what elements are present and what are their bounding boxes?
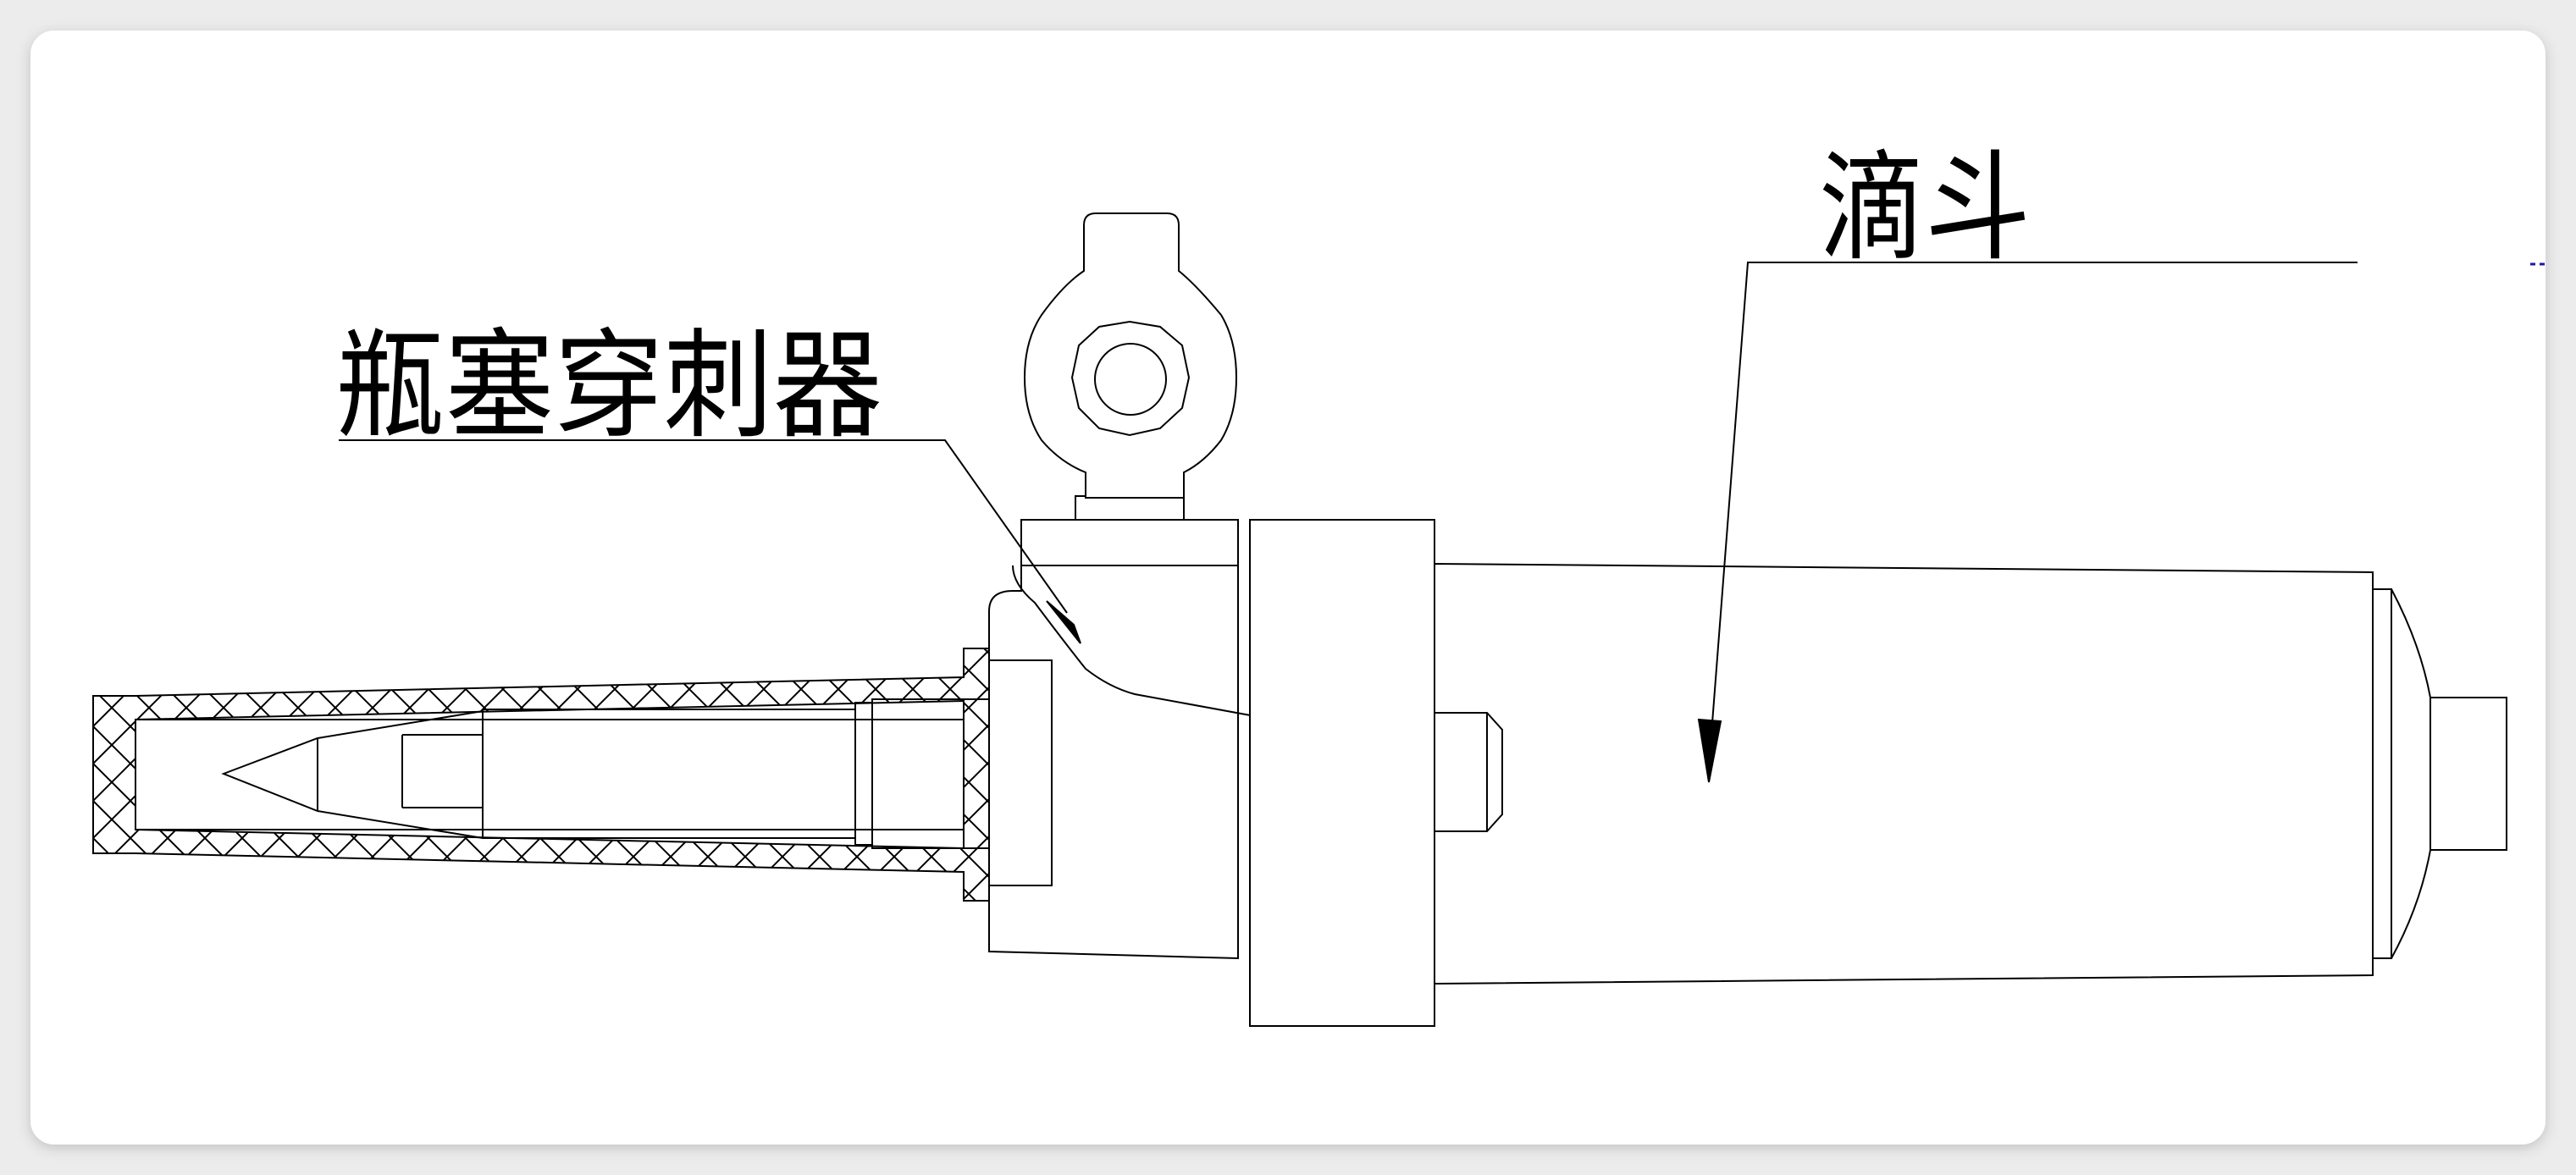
air-valve-ring-inner bbox=[1094, 343, 1167, 416]
drip-chamber-flange bbox=[1249, 519, 1435, 1027]
air-valve-neck bbox=[1075, 495, 1185, 521]
air-valve-cap bbox=[1023, 212, 1238, 499]
body-flange-plate bbox=[988, 659, 1053, 886]
drip-nozzle bbox=[1434, 712, 1503, 832]
air-valve-ring-outer bbox=[1070, 320, 1191, 437]
leader-drip-chamber bbox=[1710, 262, 2358, 746]
air-valve-base bbox=[1020, 519, 1239, 566]
central-body-curve bbox=[1012, 565, 1256, 717]
arrow-drip-chamber bbox=[1697, 718, 1722, 783]
spike-needle-shoulder bbox=[317, 734, 483, 811]
spike-inner-bore bbox=[135, 719, 965, 830]
label-drip-chamber: 滴斗 bbox=[1819, 140, 2031, 278]
drip-chamber-end-ring bbox=[2372, 588, 2392, 959]
label-stopper-piercer: 瓶塞穿刺器 bbox=[335, 317, 882, 455]
arrow-stopper-piercer bbox=[1046, 600, 1081, 644]
drip-chamber-body bbox=[1434, 562, 2374, 985]
leader-stopper-piercer bbox=[339, 439, 1068, 614]
